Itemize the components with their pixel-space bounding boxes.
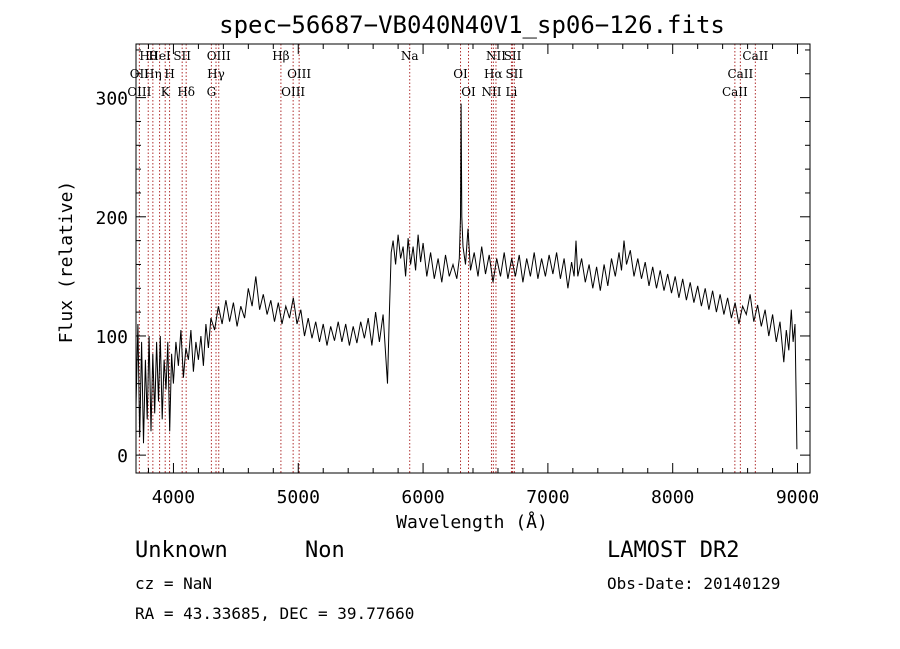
line-marker-label: CaII (742, 49, 768, 63)
line-marker-label: K (161, 85, 171, 99)
x-tick-label: 9000 (776, 487, 819, 508)
line-marker-label: Hα (484, 67, 503, 81)
line-marker-label: Na (401, 49, 419, 63)
line-marker-label: NII (486, 49, 506, 63)
line-marker-label: H (164, 67, 174, 81)
x-axis-label: Wavelength (Å) (396, 511, 548, 533)
obs-date-text: Obs-Date: 20140129 (607, 574, 781, 593)
x-tick-label: 8000 (651, 487, 694, 508)
line-marker-label: Hδ (177, 85, 195, 99)
line-marker-label: Hγ (207, 67, 225, 81)
y-tick-label: 0 (117, 446, 128, 467)
line-markers (138, 44, 756, 473)
line-marker-labels: HθOIIOIIIHeIHηKSIIHHδOIIIHγGHβOIIIOIIINa… (127, 49, 768, 99)
line-marker-label: HeI (148, 49, 171, 63)
line-marker-label: Hθ (139, 49, 157, 63)
line-marker-label: OIII (207, 49, 231, 63)
spectrum-chart: spec−56687−VB040N40V1_sp06−126.fits Hθ OI… (56, 11, 819, 533)
object-class: Unknown (135, 538, 228, 563)
x-axis: 4000 5000 6000 7000 8000 9000 (147, 44, 819, 508)
line-marker-label: Li (506, 85, 518, 99)
x-tick-label: 6000 (401, 487, 444, 508)
line-marker-label: G (207, 85, 217, 99)
chart-title: spec−56687−VB040N40V1_sp06−126.fits (219, 11, 725, 39)
line-marker-label: SII (505, 67, 523, 81)
y-axis: 0 100 200 300 (95, 49, 810, 467)
line-marker-label: OI (453, 67, 468, 81)
object-subclass: Non (305, 538, 345, 563)
line-marker-label: OIII (287, 67, 311, 81)
line-marker-label: SII (504, 49, 522, 63)
line-marker-label: OI (461, 85, 476, 99)
line-marker-label: Hβ (272, 49, 289, 63)
x-tick-label: 5000 (277, 487, 320, 508)
y-tick-label: 300 (95, 89, 128, 110)
line-marker-label: OIII (127, 85, 151, 99)
x-tick-label: 4000 (152, 487, 195, 508)
y-tick-label: 100 (95, 327, 128, 348)
line-marker-label: NII (481, 85, 501, 99)
y-axis-label: Flux (relative) (56, 181, 77, 344)
line-marker-label: Hη (144, 67, 162, 81)
spectrum-line (135, 103, 798, 450)
line-marker-label: OIII (281, 85, 305, 99)
line-marker-label: SII (173, 49, 191, 63)
x-tick-label: 7000 (526, 487, 569, 508)
line-marker-label: CaII (722, 85, 748, 99)
line-marker-label: CaII (727, 67, 753, 81)
y-tick-label: 200 (95, 208, 128, 229)
redshift-text: cz = NaN (135, 574, 213, 593)
survey-name: LAMOST DR2 (607, 538, 740, 563)
coordinates-text: RA = 43.33685, DEC = 39.77660 (135, 604, 415, 623)
